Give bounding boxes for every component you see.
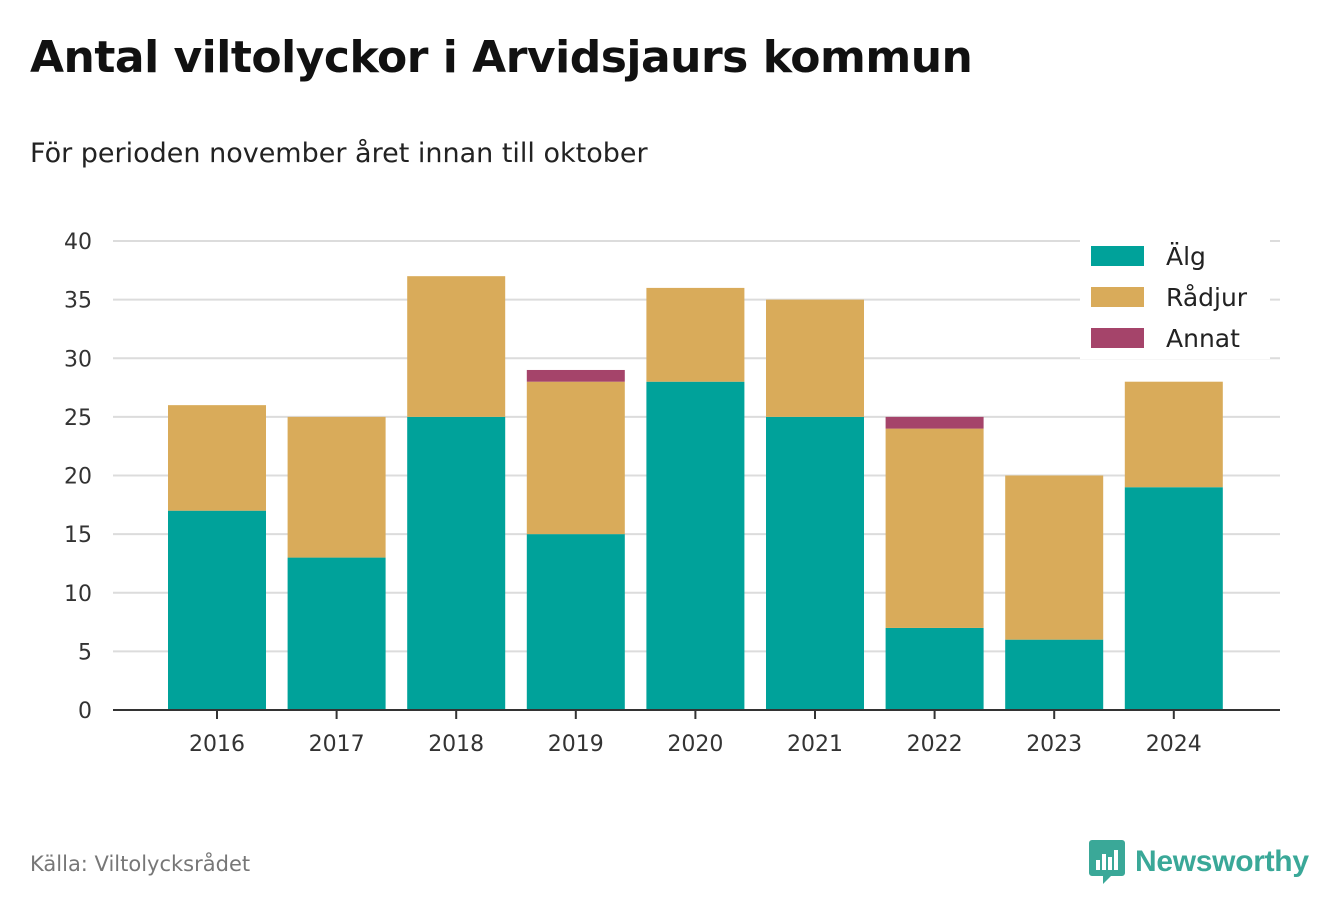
- x-tick-label: 2019: [548, 732, 604, 757]
- bar-segment-älg: [168, 510, 266, 710]
- legend: Älg Rådjur Annat: [1080, 234, 1270, 359]
- legend-label: Älg: [1166, 242, 1206, 271]
- bar-segment-älg: [287, 557, 386, 710]
- source-note: Källa: Viltolycksrådet: [30, 852, 251, 876]
- y-tick-label: 20: [64, 465, 92, 490]
- y-tick-label: 30: [64, 347, 92, 372]
- y-tick-label: 35: [64, 289, 92, 314]
- y-tick-label: 5: [78, 640, 92, 665]
- bar-segment-rådjur: [287, 416, 386, 558]
- y-tick-label: 10: [64, 582, 92, 607]
- x-tick-label: 2016: [189, 732, 245, 757]
- bar-segment-älg: [766, 416, 864, 710]
- chart-subtitle: För perioden november året innan till ok…: [30, 138, 648, 169]
- brand-name: Newsworthy: [1135, 845, 1309, 878]
- legend-swatch: [1091, 246, 1144, 266]
- bar-segment-älg: [1005, 639, 1104, 710]
- bar-segment-älg: [885, 627, 984, 710]
- bar-segment-rådjur: [646, 287, 745, 382]
- bar-segment-älg: [407, 416, 506, 710]
- bar-segment-rådjur: [407, 276, 506, 417]
- x-tick-label: 2020: [667, 732, 723, 757]
- bar-segment-älg: [646, 381, 745, 710]
- x-tick-label: 2017: [309, 732, 365, 757]
- x-tick-label: 2024: [1146, 732, 1202, 757]
- bar-segment-rådjur: [766, 299, 864, 417]
- bar-segment-rådjur: [526, 381, 625, 535]
- y-tick-label: 40: [64, 230, 92, 255]
- bar-segment-rådjur: [1124, 381, 1223, 488]
- y-tick-label: 15: [64, 523, 92, 548]
- y-tick-label: 25: [64, 406, 92, 431]
- x-tick-label: 2021: [787, 732, 843, 757]
- bar-segment-annat: [526, 369, 625, 382]
- bars: [168, 276, 1223, 710]
- bar-segment-rådjur: [1005, 475, 1104, 640]
- bar-segment-rådjur: [168, 405, 266, 511]
- bar-segment-annat: [885, 416, 984, 429]
- brand-logo: Newsworthy: [1089, 840, 1309, 884]
- legend-swatch: [1091, 328, 1144, 348]
- legend-label: Annat: [1166, 324, 1240, 353]
- legend-swatch: [1091, 287, 1144, 307]
- x-tick-label: 2018: [428, 732, 484, 757]
- newsworthy-logo-icon: [1089, 840, 1125, 884]
- x-tick-label: 2023: [1026, 732, 1082, 757]
- bar-segment-älg: [526, 534, 625, 710]
- y-tick-label: 0: [78, 699, 92, 724]
- chart-title: Antal viltolyckor i Arvidsjaurs kommun: [30, 32, 973, 83]
- bar-segment-älg: [1124, 487, 1223, 710]
- legend-label: Rådjur: [1166, 283, 1248, 312]
- axes: 0 5 10 15 20 25 30 35 40 2016 2017 2018 2019 2020 2021…: [64, 230, 1280, 757]
- x-tick-label: 2022: [907, 732, 963, 757]
- bar-segment-rådjur: [885, 428, 984, 628]
